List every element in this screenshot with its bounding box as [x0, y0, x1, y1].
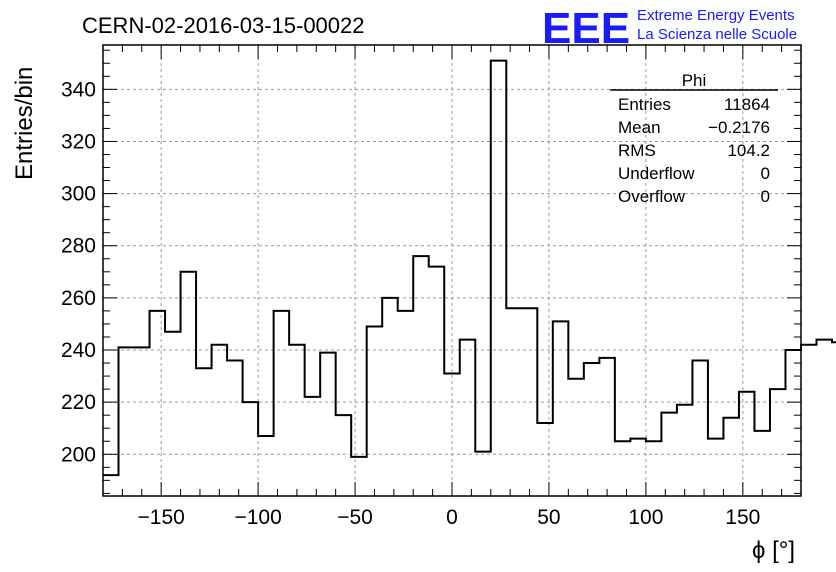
histogram-bin: [506, 308, 522, 496]
branding-line-1: Extreme Energy Events: [637, 7, 795, 24]
x-tick-label: 150: [725, 506, 760, 529]
histogram-bin: [537, 423, 553, 496]
histogram-bin: [630, 439, 646, 496]
y-tick-label: 220: [61, 391, 96, 414]
histogram-bin: [320, 353, 336, 496]
histogram-bin: [817, 340, 833, 496]
tick-labels: −150 −100 −50 0 50 100 150 200 220 240 260 280 300 32…: [61, 78, 760, 529]
stats-row-label: Entries: [618, 95, 671, 114]
histogram-bin: [227, 360, 243, 496]
histogram-bin: [258, 436, 274, 496]
histogram-bin: [584, 363, 600, 496]
histogram-bin: [243, 402, 259, 496]
histogram-bin: [677, 405, 693, 496]
y-tick-label: 260: [61, 287, 96, 310]
histogram-bin: [615, 441, 631, 496]
histogram-bin: [553, 321, 569, 496]
stats-row-value: 0: [761, 187, 770, 206]
stats-row-value: 11864: [724, 95, 770, 114]
histogram-bin: [351, 457, 367, 496]
histogram-bin: [382, 298, 398, 496]
stats-rows: Entries 11864 Mean −0.2176 RMS 104.2 Underflow…: [618, 95, 770, 206]
branding: EEE Extreme Energy Events La Scienza nel…: [542, 4, 797, 53]
histogram-bin: [801, 345, 817, 496]
histogram-bars: [103, 59, 836, 496]
histogram-bin: [661, 413, 677, 496]
y-tick-label: 300: [61, 183, 96, 206]
histogram-bin: [134, 347, 150, 496]
stats-row-label: Overflow: [618, 187, 686, 206]
histogram-bin: [754, 431, 770, 496]
histogram-bin: [103, 475, 119, 496]
histogram-bin: [444, 373, 460, 496]
y-tick-label: 340: [61, 78, 96, 101]
x-tick-label: −100: [234, 506, 281, 529]
histogram-bin: [150, 311, 166, 496]
stats-row-label: Mean: [618, 118, 661, 137]
stats-row-label: Underflow: [618, 164, 695, 183]
histogram-bin: [181, 272, 197, 496]
grid: [103, 45, 801, 496]
histogram-bin: [305, 397, 321, 496]
histogram-bin: [336, 415, 352, 496]
histogram-bin: [708, 439, 724, 496]
histogram-bin: [832, 342, 836, 496]
y-tick-label: 240: [61, 339, 96, 362]
histogram-bin: [165, 332, 181, 496]
histogram-bin: [522, 308, 538, 496]
histogram-bin: [785, 350, 801, 496]
stats-row-label: RMS: [618, 141, 656, 160]
histogram-bin: [212, 345, 228, 496]
histogram-bin: [413, 256, 429, 496]
chart-title: CERN-02-2016-03-15-00022: [82, 13, 365, 38]
histogram-bin: [646, 441, 662, 496]
stats-row-value: −0.2176: [708, 118, 770, 137]
y-tick-label: 280: [61, 235, 96, 258]
stats-box: Phi Entries 11864 Mean −0.2176 RMS 104.2 Under…: [610, 71, 778, 206]
histogram-bin: [723, 418, 739, 496]
y-tick-label: 320: [61, 130, 96, 153]
histogram-bin: [475, 452, 491, 496]
x-tick-label: 50: [537, 506, 560, 529]
histogram-bin: [429, 267, 445, 496]
histogram-bin: [119, 347, 135, 496]
histogram-bin: [770, 389, 786, 496]
x-tick-label: 0: [446, 506, 458, 529]
histogram-bin: [491, 61, 507, 496]
histogram-bin: [568, 379, 584, 496]
histogram-outline: [103, 59, 836, 477]
histogram-bin: [289, 345, 305, 496]
tick-marks: [102, 45, 802, 496]
branding-line-2: La Scienza nelle Scuole: [637, 26, 797, 43]
stats-row-value: 104.2: [727, 141, 770, 160]
y-axis-label: Entries/bin: [11, 67, 38, 180]
histogram-bin: [274, 311, 290, 496]
y-tick-label: 200: [61, 443, 96, 466]
histogram-bin: [692, 360, 708, 496]
stats-name: Phi: [682, 71, 707, 90]
x-axis-label: ϕ [°]: [752, 537, 795, 564]
histogram-bin: [367, 327, 383, 496]
x-tick-label: 100: [628, 506, 663, 529]
x-tick-label: −50: [337, 506, 373, 529]
x-tick-label: −150: [138, 506, 185, 529]
histogram-bin: [398, 311, 414, 496]
stats-row-value: 0: [761, 164, 770, 183]
histogram-bin: [196, 368, 212, 496]
histogram-bin: [599, 358, 615, 496]
histogram-bin: [739, 392, 755, 496]
histogram-bin: [460, 340, 476, 496]
